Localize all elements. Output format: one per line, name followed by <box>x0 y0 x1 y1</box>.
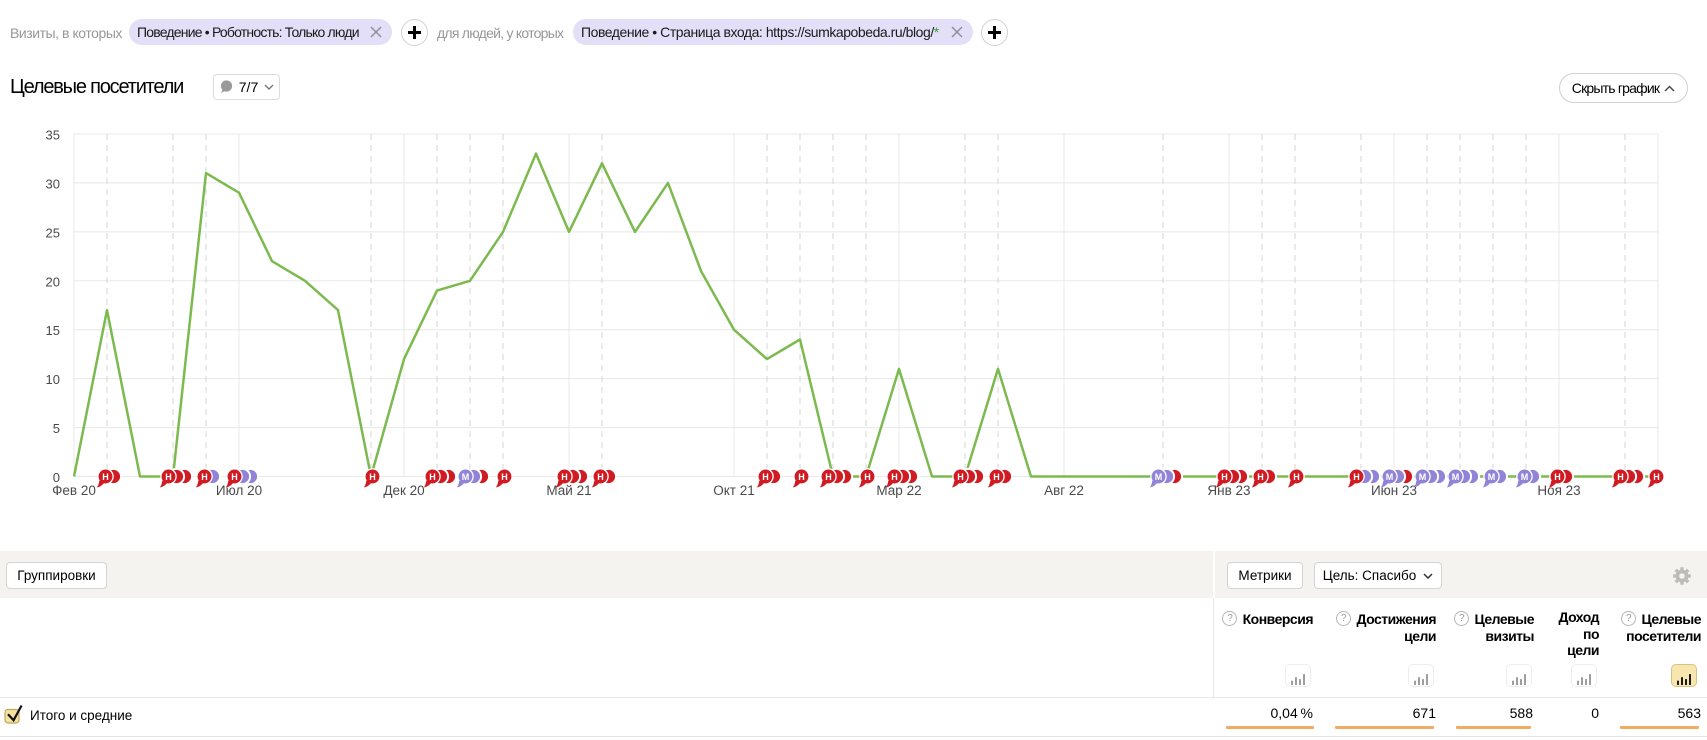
svg-text:Янв 23: Янв 23 <box>1207 483 1250 498</box>
svg-text:Дек 20: Дек 20 <box>383 483 424 498</box>
svg-text:Н: Н <box>1293 472 1300 482</box>
svg-text:Н: Н <box>102 472 109 482</box>
svg-text:Н: Н <box>1554 472 1561 482</box>
svg-text:М: М <box>1419 472 1427 482</box>
svg-text:М: М <box>1155 472 1163 482</box>
svg-text:Н: Н <box>825 472 832 482</box>
svg-text:Авг 22: Авг 22 <box>1044 483 1084 498</box>
svg-text:Ноя 23: Ноя 23 <box>1537 483 1580 498</box>
svg-text:М: М <box>1386 472 1394 482</box>
svg-text:25: 25 <box>46 225 60 240</box>
svg-text:Н: Н <box>1257 472 1264 482</box>
svg-text:Н: Н <box>993 472 1000 482</box>
svg-text:Н: Н <box>891 472 898 482</box>
svg-text:М: М <box>1452 472 1460 482</box>
svg-text:Н: Н <box>231 472 238 482</box>
svg-text:Май 21: Май 21 <box>546 483 591 498</box>
svg-text:Н: Н <box>201 472 208 482</box>
svg-text:М: М <box>1521 472 1529 482</box>
svg-text:30: 30 <box>46 176 60 191</box>
svg-text:Окт 21: Окт 21 <box>713 483 755 498</box>
svg-text:Июн 23: Июн 23 <box>1371 483 1417 498</box>
svg-text:20: 20 <box>46 274 60 289</box>
svg-text:Н: Н <box>798 472 805 482</box>
svg-text:Н: Н <box>429 472 436 482</box>
svg-text:Н: Н <box>561 472 568 482</box>
svg-text:Н: Н <box>1221 472 1228 482</box>
svg-text:Н: Н <box>165 472 172 482</box>
svg-text:Июл 20: Июл 20 <box>216 483 262 498</box>
svg-text:Н: Н <box>864 472 871 482</box>
svg-text:5: 5 <box>53 421 60 436</box>
svg-text:35: 35 <box>46 128 60 143</box>
svg-text:Мар 22: Мар 22 <box>876 483 921 498</box>
svg-text:Фев 20: Фев 20 <box>52 483 96 498</box>
svg-text:М: М <box>1488 472 1496 482</box>
svg-text:Н: Н <box>762 472 769 482</box>
svg-text:0: 0 <box>53 470 60 485</box>
svg-text:Н: Н <box>1353 472 1360 482</box>
svg-text:Н: Н <box>597 472 604 482</box>
svg-text:10: 10 <box>46 372 60 387</box>
svg-text:Н: Н <box>957 472 964 482</box>
svg-text:Н: Н <box>369 472 376 482</box>
svg-text:Н: Н <box>501 472 508 482</box>
svg-text:Н: Н <box>1653 472 1660 482</box>
svg-text:М: М <box>462 472 470 482</box>
svg-text:Н: Н <box>1617 472 1624 482</box>
svg-text:15: 15 <box>46 323 60 338</box>
